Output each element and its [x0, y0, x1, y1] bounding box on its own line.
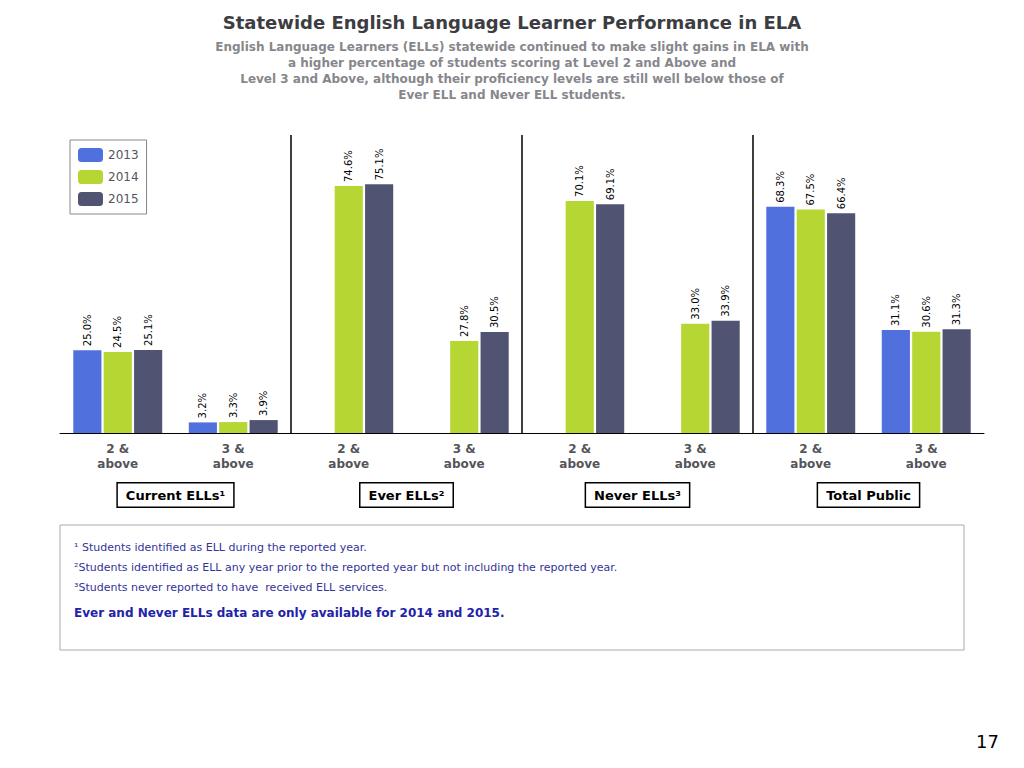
svg-text:3 &: 3 &: [222, 442, 245, 456]
svg-text:2013: 2013: [108, 148, 139, 162]
svg-text:2 &: 2 &: [106, 442, 129, 456]
svg-text:68.3%: 68.3%: [775, 171, 786, 203]
svg-text:67.5%: 67.5%: [805, 174, 816, 206]
svg-text:2 &: 2 &: [799, 442, 822, 456]
svg-text:3.9%: 3.9%: [258, 391, 269, 416]
svg-text:above: above: [790, 457, 831, 471]
svg-text:Never ELLs³: Never ELLs³: [594, 488, 681, 503]
svg-text:74.6%: 74.6%: [343, 150, 354, 182]
svg-text:30.6%: 30.6%: [921, 296, 932, 328]
svg-text:2 &: 2 &: [337, 442, 360, 456]
svg-text:³Students never reported to ha: ³Students never reported to have receive…: [74, 581, 387, 594]
svg-text:2 &: 2 &: [568, 442, 591, 456]
svg-text:¹ Students identified as ELL d: ¹ Students identified as ELL during the …: [74, 541, 367, 554]
svg-text:above: above: [906, 457, 947, 471]
svg-text:Ever ELLs²: Ever ELLs²: [369, 488, 445, 503]
svg-text:Ever and Never ELLs data are o: Ever and Never ELLs data are only availa…: [74, 606, 505, 620]
svg-text:33.9%: 33.9%: [720, 285, 731, 317]
svg-text:30.5%: 30.5%: [489, 296, 500, 328]
svg-text:24.5%: 24.5%: [112, 316, 123, 348]
svg-text:2014: 2014: [108, 170, 139, 184]
svg-text:above: above: [328, 457, 369, 471]
svg-text:66.4%: 66.4%: [836, 177, 847, 209]
svg-text:25.1%: 25.1%: [143, 314, 154, 346]
svg-text:17: 17: [976, 731, 999, 752]
svg-text:3 &: 3 &: [684, 442, 707, 456]
svg-text:Level 3 and Above, although th: Level 3 and Above, although their profic…: [240, 72, 784, 86]
svg-text:3 &: 3 &: [453, 442, 476, 456]
svg-text:3.2%: 3.2%: [197, 393, 208, 418]
svg-text:English Language Learners (ELL: English Language Learners (ELLs) statewi…: [215, 40, 808, 54]
svg-text:above: above: [213, 457, 254, 471]
svg-text:above: above: [444, 457, 485, 471]
svg-text:3 &: 3 &: [915, 442, 938, 456]
svg-text:Ever ELL and Never ELL student: Ever ELL and Never ELL students.: [398, 88, 625, 102]
svg-text:27.8%: 27.8%: [459, 305, 470, 337]
svg-text:31.3%: 31.3%: [951, 294, 962, 326]
svg-text:33.0%: 33.0%: [690, 288, 701, 320]
svg-text:Statewide English Language Lea: Statewide English Language Learner Perfo…: [223, 12, 802, 33]
svg-text:a higher percentage of student: a higher percentage of students scoring …: [288, 56, 736, 70]
svg-text:2015: 2015: [108, 192, 139, 206]
svg-text:²Students identified as ELL an: ²Students identified as ELL any year pri…: [74, 561, 617, 574]
svg-text:above: above: [559, 457, 600, 471]
svg-text:25.0%: 25.0%: [82, 314, 93, 346]
svg-text:75.1%: 75.1%: [374, 149, 385, 181]
svg-text:70.1%: 70.1%: [574, 165, 585, 197]
svg-text:3.3%: 3.3%: [228, 393, 239, 418]
svg-text:31.1%: 31.1%: [890, 294, 901, 326]
svg-text:above: above: [675, 457, 716, 471]
svg-text:Total Public: Total Public: [826, 488, 911, 503]
svg-text:above: above: [97, 457, 138, 471]
svg-text:69.1%: 69.1%: [605, 168, 616, 200]
svg-text:Current ELLs¹: Current ELLs¹: [126, 488, 225, 503]
